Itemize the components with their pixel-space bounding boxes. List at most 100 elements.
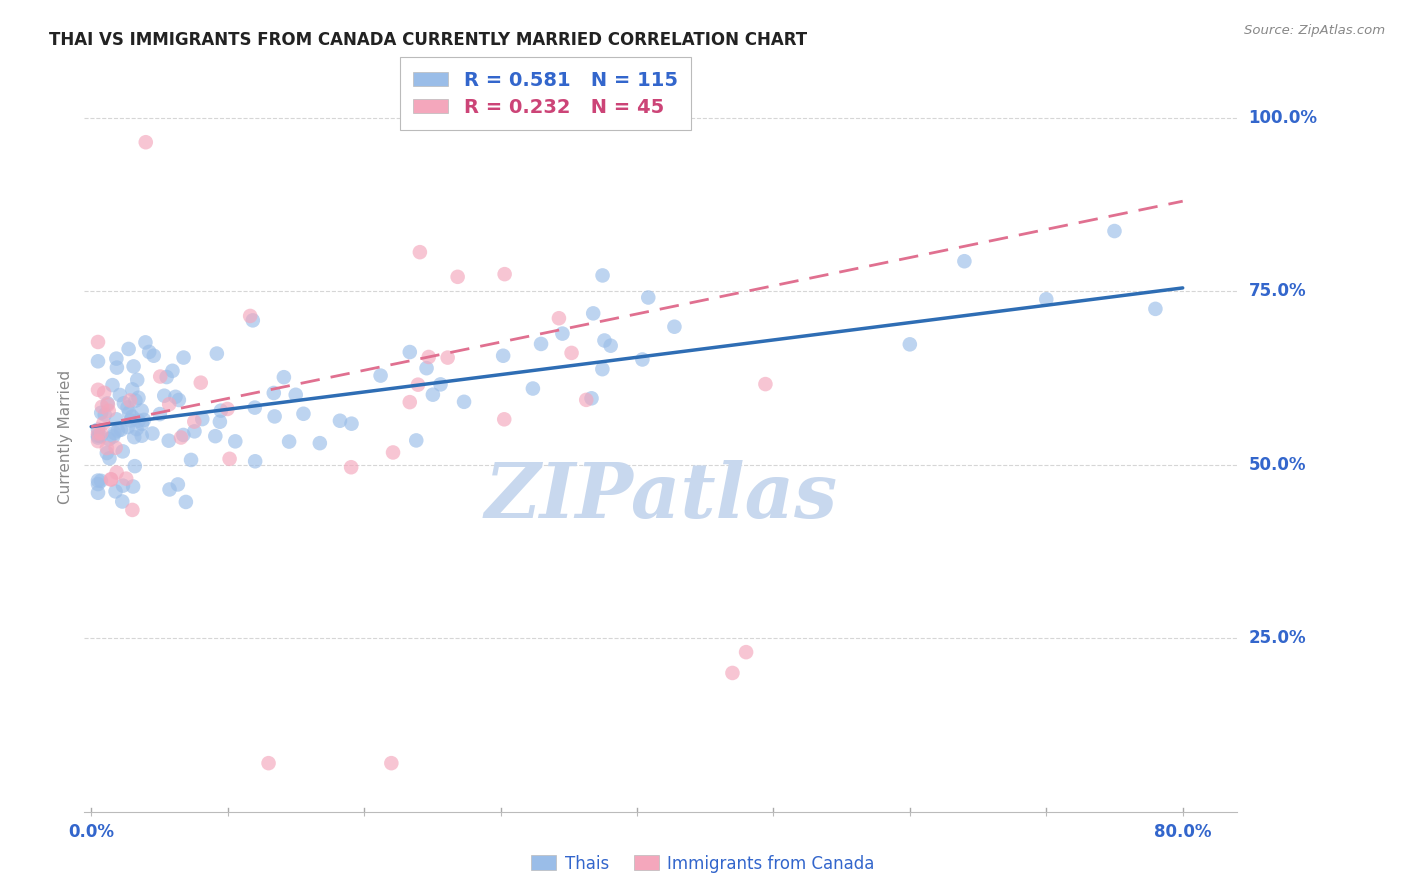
Point <box>111 494 134 508</box>
Point <box>90 474 112 488</box>
Point <box>122 359 145 374</box>
Point <box>93 417 115 431</box>
Point <box>100 472 122 486</box>
Point <box>93 385 115 400</box>
Point <box>112 396 135 410</box>
Point <box>131 403 153 417</box>
Point <box>165 390 187 404</box>
Point <box>105 360 128 375</box>
Point <box>94 408 117 422</box>
Point <box>98 432 121 446</box>
Point <box>340 460 363 475</box>
Point <box>218 451 240 466</box>
Text: THAI VS IMMIGRANTS FROM CANADA CURRENTLY MARRIED CORRELATION CHART: THAI VS IMMIGRANTS FROM CANADA CURRENTLY… <box>49 31 807 49</box>
Point <box>87 434 110 449</box>
Point <box>104 484 127 499</box>
Point <box>135 135 157 149</box>
Point <box>209 403 232 417</box>
Point <box>170 430 193 444</box>
Point <box>101 378 124 392</box>
Point <box>273 370 295 384</box>
Point <box>224 434 246 449</box>
Point <box>131 428 153 442</box>
Point <box>96 441 118 455</box>
Point <box>122 479 145 493</box>
Point <box>415 361 437 376</box>
Point <box>157 397 180 411</box>
Point <box>754 377 776 392</box>
Point <box>292 407 315 421</box>
Point <box>180 453 202 467</box>
Point <box>141 426 163 441</box>
Point <box>205 346 228 360</box>
Point <box>159 483 181 497</box>
Point <box>149 407 172 421</box>
Point <box>128 414 150 428</box>
Point <box>134 335 156 350</box>
Point <box>111 478 134 492</box>
Point <box>637 291 659 305</box>
Point <box>122 430 145 444</box>
Point <box>380 756 402 771</box>
Point <box>90 426 112 441</box>
Point <box>446 269 468 284</box>
Point <box>87 477 110 491</box>
Point <box>398 345 420 359</box>
Point <box>108 388 131 402</box>
Point <box>405 434 427 448</box>
Point <box>243 454 266 468</box>
Point <box>204 429 226 443</box>
Point <box>429 377 451 392</box>
Point <box>120 413 142 427</box>
Point <box>631 352 654 367</box>
Point <box>239 309 262 323</box>
Point <box>1104 224 1126 238</box>
Point <box>167 392 190 407</box>
Point <box>96 446 118 460</box>
Text: 50.0%: 50.0% <box>1249 456 1306 474</box>
Point <box>263 409 285 424</box>
Point <box>242 313 264 327</box>
Point <box>110 423 132 437</box>
Point <box>98 451 121 466</box>
Point <box>329 414 352 428</box>
Point <box>138 345 160 359</box>
Point <box>100 473 122 487</box>
Legend: R = 0.581   N = 115, R = 0.232   N = 45: R = 0.581 N = 115, R = 0.232 N = 45 <box>399 57 692 130</box>
Point <box>157 434 180 448</box>
Point <box>340 417 363 431</box>
Point <box>132 413 155 427</box>
Point <box>103 429 125 443</box>
Legend: Thais, Immigrants from Canada: Thais, Immigrants from Canada <box>524 848 882 880</box>
Point <box>87 426 110 441</box>
Point <box>190 376 212 390</box>
Point <box>492 349 515 363</box>
Point <box>898 337 921 351</box>
Y-axis label: Currently Married: Currently Married <box>58 370 73 504</box>
Point <box>103 425 125 440</box>
Point <box>105 351 128 366</box>
Text: 25.0%: 25.0% <box>1249 629 1306 648</box>
Point <box>87 383 110 397</box>
Point <box>172 428 194 442</box>
Point <box>581 392 603 406</box>
Point <box>308 436 330 450</box>
Point <box>453 394 475 409</box>
Point <box>406 377 429 392</box>
Text: ZIPatlas: ZIPatlas <box>484 460 838 534</box>
Point <box>105 412 128 426</box>
Point <box>120 393 142 408</box>
Point <box>111 444 134 458</box>
Point <box>117 342 139 356</box>
Point <box>284 388 307 402</box>
Point <box>121 503 143 517</box>
Point <box>561 346 583 360</box>
Point <box>117 420 139 434</box>
Point <box>118 406 141 420</box>
Point <box>124 393 146 408</box>
Point <box>382 445 405 459</box>
Text: 75.0%: 75.0% <box>1249 283 1306 301</box>
Point <box>191 412 214 426</box>
Point <box>87 423 110 437</box>
Point <box>87 431 110 445</box>
